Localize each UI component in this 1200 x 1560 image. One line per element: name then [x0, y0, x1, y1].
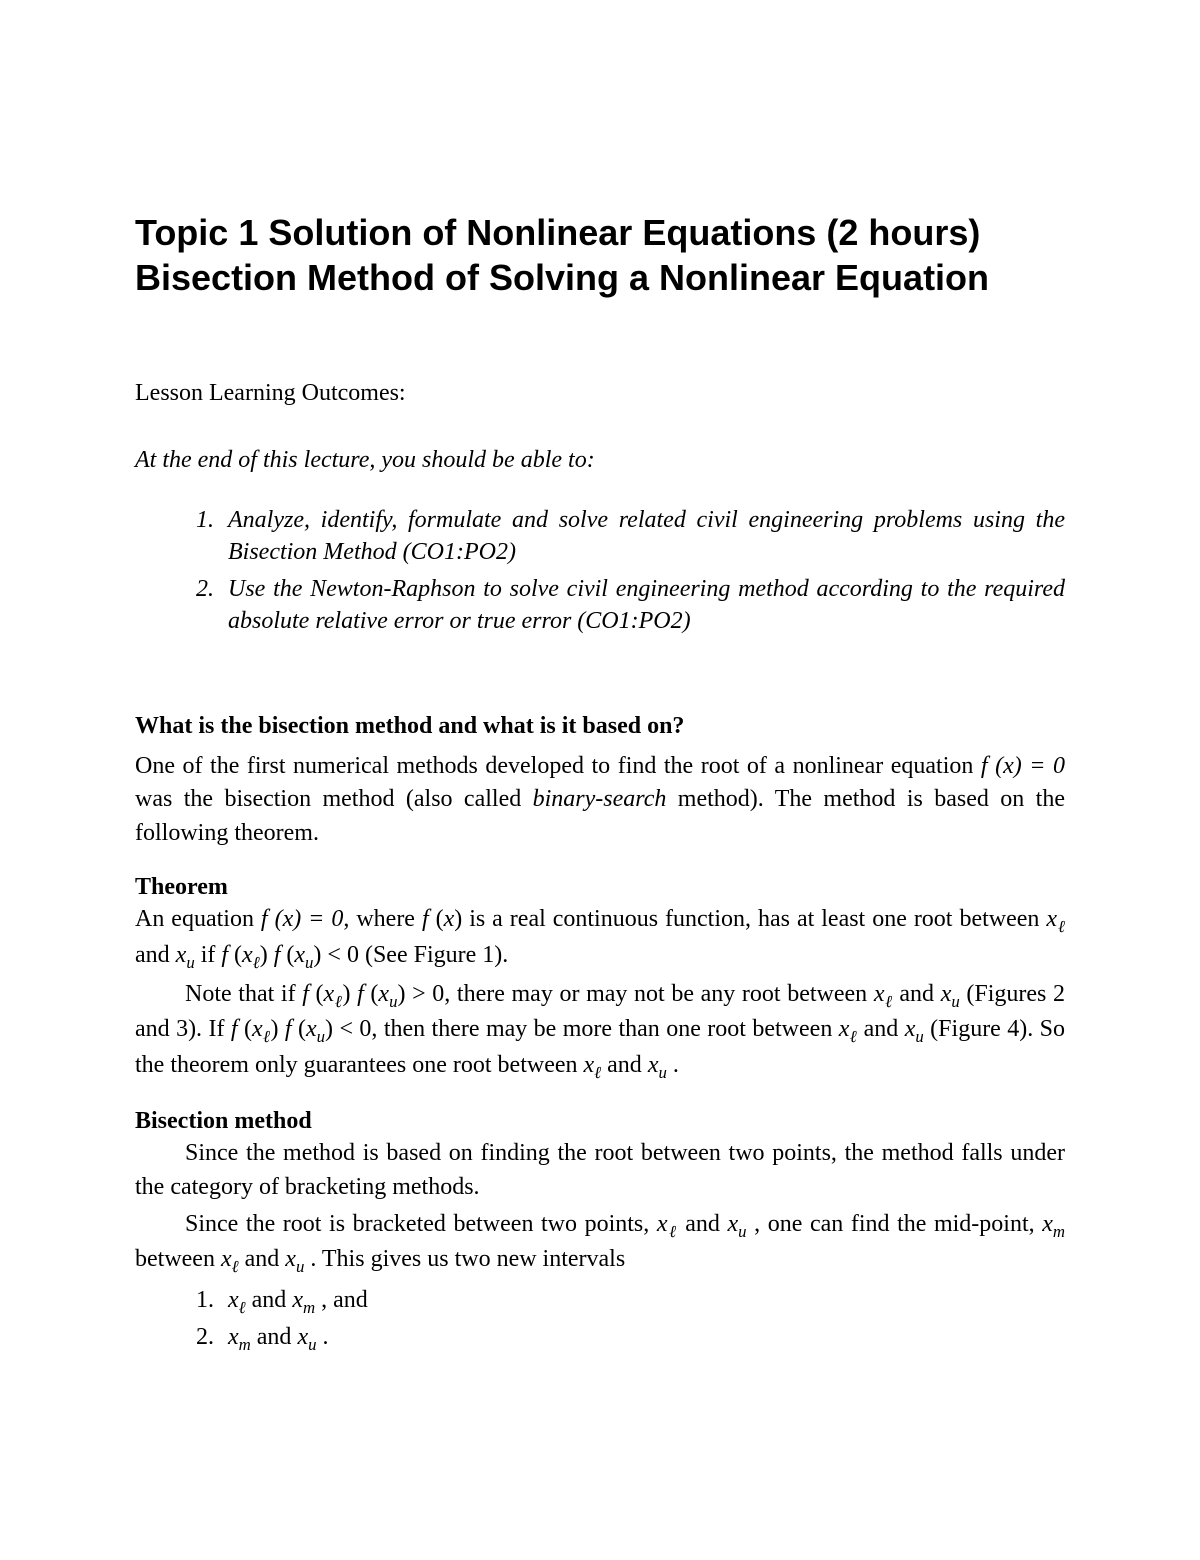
document-page: Topic 1 Solution of Nonlinear Equations …: [0, 0, 1200, 1560]
math-fx-eq-0: f (x) = 0: [261, 906, 343, 932]
title-line-2: Bisection Method of Solving a Nonlinear …: [135, 257, 989, 298]
text-fragment: .: [316, 1324, 328, 1350]
math-cond-lt0: f (xℓ) f (xu) < 0: [221, 942, 359, 968]
math-xu: xu: [905, 1016, 924, 1042]
interval-item-2: xm and xu .: [220, 1324, 1065, 1355]
text-fragment: Since the method is based on finding the…: [135, 1140, 1065, 1200]
text-fragment: , where: [343, 906, 422, 932]
text-fragment: , and: [315, 1287, 368, 1313]
math-xu: xu: [728, 1211, 747, 1237]
binary-search-term: binary-search: [533, 786, 667, 812]
text-fragment: (See Figure 1).: [359, 942, 508, 968]
math-xu: xu: [648, 1052, 667, 1078]
page-title: Topic 1 Solution of Nonlinear Equations …: [135, 210, 1065, 300]
title-line-1: Topic 1 Solution of Nonlinear Equations …: [135, 212, 980, 253]
math-xl: xℓ: [221, 1246, 239, 1272]
text-fragment: and: [857, 1016, 905, 1042]
text-fragment: .: [667, 1052, 679, 1078]
text-fragment: and: [239, 1246, 286, 1272]
theorem-heading: Theorem: [135, 874, 1065, 901]
text-fragment: , then there may be more than one root b…: [371, 1016, 838, 1042]
text-fragment: between: [135, 1246, 221, 1272]
math-cond-lt0: f (xℓ) f (xu) < 0: [231, 1016, 372, 1042]
text-fragment: if: [195, 942, 222, 968]
text-fragment: and: [893, 981, 941, 1007]
outcomes-list: Analyze, identify, formulate and solve r…: [135, 504, 1065, 638]
theorem-paragraph-2: Note that if f (xℓ) f (xu) > 0, there ma…: [135, 978, 1065, 1084]
outcome-item-1: Analyze, identify, formulate and solve r…: [220, 504, 1065, 569]
text-fragment: An equation: [135, 906, 261, 932]
lesson-intro: At the end of this lecture, you should b…: [135, 447, 1065, 474]
text-fragment: Since the root is bracketed between two …: [185, 1211, 657, 1237]
text-fragment: , there may or may not be any root betwe…: [444, 981, 874, 1007]
math-cond-gt0: f (xℓ) f (xu) > 0: [302, 981, 444, 1007]
outcome-item-2: Use the Newton-Raphson to solve civil en…: [220, 573, 1065, 638]
intervals-list: xℓ and xm , and xm and xu .: [135, 1287, 1065, 1355]
bisection-paragraph-2: Since the root is bracketed between two …: [135, 1208, 1065, 1279]
text-fragment: and: [246, 1287, 293, 1313]
math-xu: xu: [285, 1246, 304, 1272]
bisection-heading: Bisection method: [135, 1108, 1065, 1135]
interval-item-1: xℓ and xm , and: [220, 1287, 1065, 1318]
math-xm: xm: [228, 1324, 251, 1350]
text-fragment: One of the first numerical methods devel…: [135, 753, 981, 779]
math-xm: xm: [1042, 1211, 1065, 1237]
text-fragment: . This gives us two new intervals: [304, 1246, 625, 1272]
math-fx-eq-0: f (x) = 0: [981, 753, 1065, 779]
math-xm: xm: [292, 1287, 315, 1313]
math-fx: f (x): [422, 906, 462, 932]
math-xl: xℓ: [228, 1287, 246, 1313]
lesson-outcomes-heading: Lesson Learning Outcomes:: [135, 380, 1065, 407]
math-xu: xu: [297, 1324, 316, 1350]
math-xl: xℓ: [874, 981, 893, 1007]
theorem-paragraph-1: An equation f (x) = 0, where f (x) is a …: [135, 903, 1065, 974]
text-fragment: was the bisection method (also called: [135, 786, 533, 812]
text-fragment: and: [251, 1324, 298, 1350]
math-xu: xu: [941, 981, 960, 1007]
math-xl: xℓ: [657, 1211, 678, 1237]
section1-paragraph: One of the first numerical methods devel…: [135, 750, 1065, 851]
math-xu: xu: [176, 942, 195, 968]
math-xl: xℓ: [1046, 906, 1065, 932]
text-fragment: Note that if: [185, 981, 302, 1007]
text-fragment: , one can find the mid-point,: [747, 1211, 1043, 1237]
section-heading-what-is: What is the bisection method and what is…: [135, 713, 1065, 740]
bisection-paragraph-1: Since the method is based on finding the…: [135, 1137, 1065, 1204]
text-fragment: and: [135, 942, 176, 968]
text-fragment: is a real continuous function, has at le…: [462, 906, 1046, 932]
math-xl: xℓ: [584, 1052, 602, 1078]
math-xl: xℓ: [839, 1016, 857, 1042]
text-fragment: and: [678, 1211, 728, 1237]
text-fragment: and: [601, 1052, 648, 1078]
